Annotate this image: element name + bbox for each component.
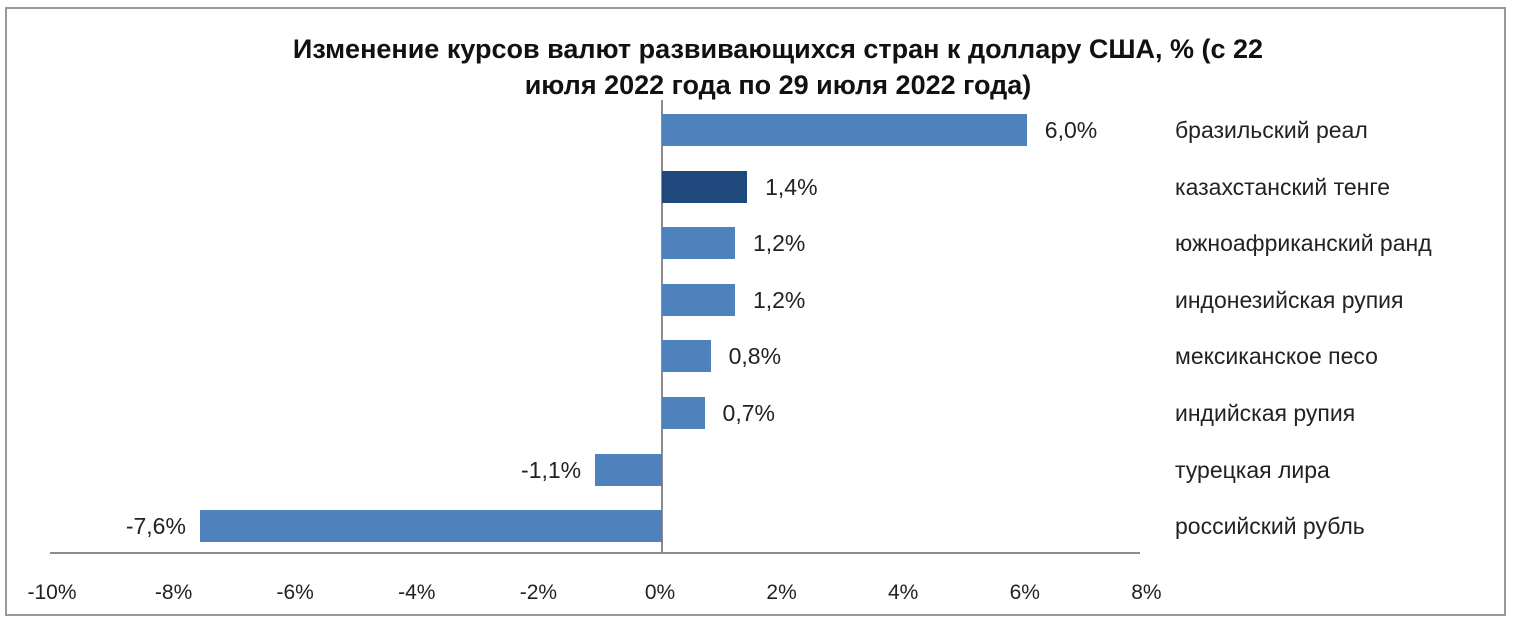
bar [662,114,1027,146]
bar [662,283,735,316]
category-label: бразильский реал [1175,117,1368,143]
category-label: российский рубль [1175,513,1365,540]
x-tick-label: -4% [398,581,436,604]
x-axis-line [50,552,1140,554]
x-tick-label: -10% [27,581,77,604]
bar-value-label: 1,2% [752,230,806,257]
x-tick-label: 8% [1131,581,1162,604]
zero-axis-line [661,100,663,554]
category-label: казахстанский тенге [1175,173,1391,200]
x-tick-label: -6% [276,581,314,604]
category-label: индийская рупия [1175,400,1356,426]
bar-value-label: 0,8% [728,343,782,370]
bar-value-label: 6,0% [1044,117,1098,143]
bar-value-label: 0,7% [722,400,775,426]
x-tick-label: -8% [154,581,193,604]
x-tick-label: 0% [644,581,676,604]
bar-value-label: 1,2% [752,286,806,313]
x-tick-label: -2% [519,581,558,604]
bar [199,510,662,543]
chart-title-line-1: Изменение курсов валют развивающихся стр… [292,34,1264,64]
chart-title-line-2: июля 2022 года по 29 июля 2022 года) [524,70,1032,100]
bar [662,227,735,260]
bar [595,453,662,486]
category-label: индонезийская рупия [1175,286,1404,313]
bar-value-label: -1,1% [521,456,582,483]
bar-value-label: -7,6% [125,513,186,540]
bar [662,397,705,429]
bar [662,170,748,203]
bar [662,340,711,373]
x-tick-label: 4% [888,581,919,604]
x-tick-label: 6% [1009,581,1040,604]
bar-value-label: 1,4% [765,173,818,200]
category-label: мексиканское песо [1175,343,1378,370]
x-tick-label: 2% [766,581,797,604]
chart-title: Изменение курсов валют развивающихся стр… [0,31,1515,103]
category-label: южноафриканский ранд [1175,230,1432,257]
category-label: турецкая лира [1175,456,1330,483]
